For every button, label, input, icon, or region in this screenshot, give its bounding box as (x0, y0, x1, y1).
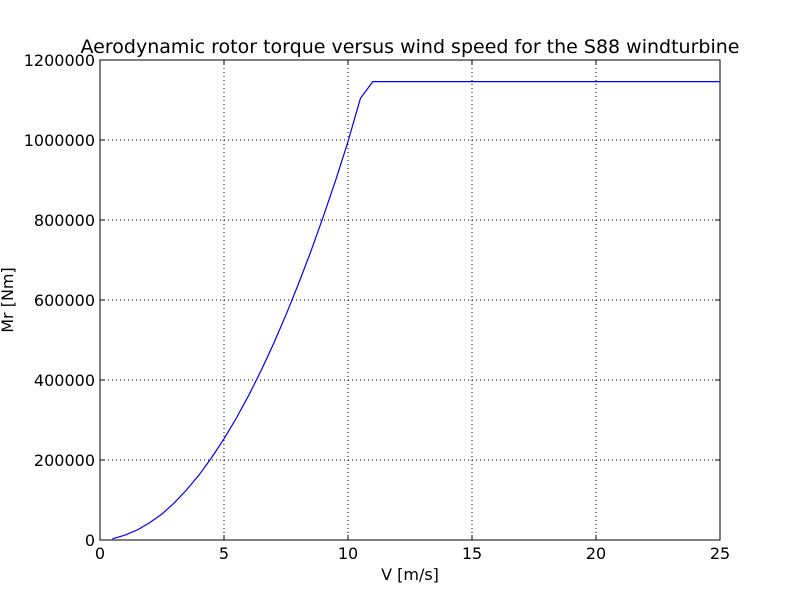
y-tick-label: 0 (85, 531, 95, 550)
chart-title: Aerodynamic rotor torque versus wind spe… (81, 36, 740, 58)
torque-series-line (112, 80, 720, 540)
x-tick-label: 10 (338, 544, 358, 563)
data-series (112, 80, 720, 540)
grid-lines (100, 60, 720, 540)
x-tick-labels: 0 5 10 15 20 25 (95, 544, 730, 563)
y-axis-label: Mr [Nm] (0, 267, 17, 333)
y-tick-label: 1200000 (24, 51, 95, 70)
y-tick-labels: 0 200000 400000 600000 800000 1000000 1200000 (24, 51, 95, 550)
y-tick-label: 200000 (34, 451, 95, 470)
x-tick-label: 15 (462, 544, 482, 563)
y-tick-label: 600000 (34, 291, 95, 310)
x-axis-label: V [m/s] (381, 565, 439, 584)
x-tick-label: 0 (95, 544, 105, 563)
y-tick-label: 1000000 (24, 131, 95, 150)
y-tick-label: 800000 (34, 211, 95, 230)
x-tick-label: 5 (219, 544, 229, 563)
x-tick-label: 20 (586, 544, 606, 563)
x-tick-label: 25 (710, 544, 730, 563)
y-tick-label: 400000 (34, 371, 95, 390)
axis-ticks (99, 59, 721, 541)
